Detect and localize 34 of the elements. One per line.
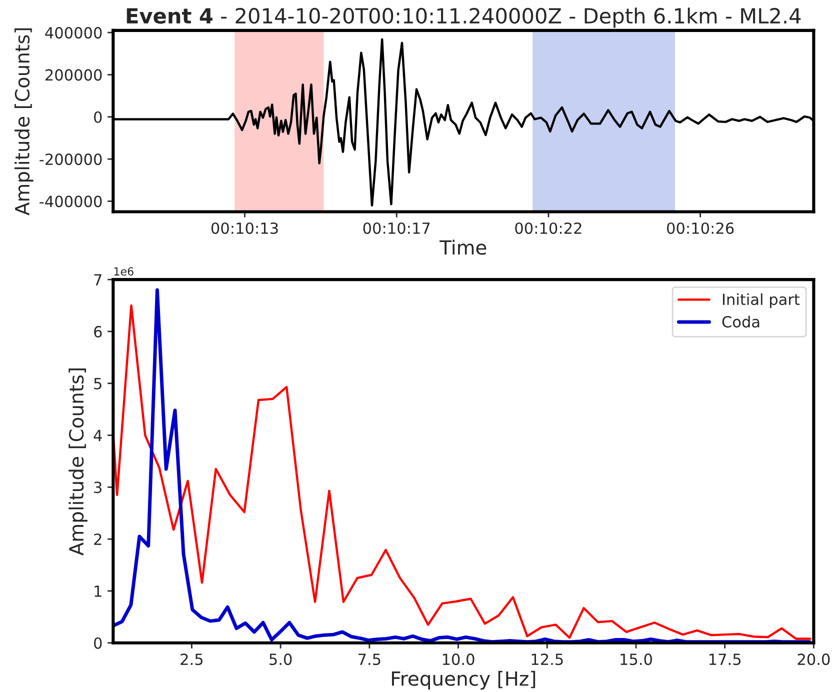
legend-label: Coda — [722, 316, 760, 328]
y-tick-label: 200000 — [46, 69, 102, 81]
x-tick-label: 15.0 — [620, 654, 652, 666]
x-tick-label: 5.0 — [270, 654, 292, 666]
x-tick-label: 7.5 — [358, 654, 380, 666]
text: 1e6 — [114, 267, 134, 276]
y-tick-label: 6 — [94, 326, 102, 338]
x-axis-title: Frequency [Hz] — [392, 670, 536, 690]
chart-title: Event 4 — [126, 8, 213, 24]
y-tick-label: 0 — [94, 637, 102, 649]
y-tick-label: 3 — [94, 482, 102, 494]
y-axis-title: Amplitude [Counts] — [68, 368, 88, 556]
y-tick-label: -400000 — [40, 196, 102, 208]
x-tick-label: 12.5 — [532, 654, 563, 666]
x-tick-label: 10.0 — [442, 654, 474, 666]
x-axis-title: Time — [440, 240, 486, 255]
y-tick-label: 2 — [94, 534, 102, 545]
chart-subtitle: - 2014-10-20T00:10:11.240000Z - Depth 6.1km - ML2.4 — [221, 8, 801, 28]
y-tick-label: -200000 — [40, 154, 102, 166]
x-tick-label: 00:10:13 — [211, 222, 278, 234]
legend-label: Initial part — [722, 293, 800, 308]
x-tick-label: 00:10:22 — [515, 222, 582, 234]
y-tick-label: 5 — [94, 378, 102, 390]
y-axis-title: Amplitude [Counts] — [14, 28, 34, 216]
x-tick-label: 17.5 — [710, 654, 741, 666]
y-tick-label: 4 — [94, 430, 102, 442]
x-tick-label: 00:10:26 — [667, 222, 734, 234]
y-tick-label: 1 — [94, 586, 102, 597]
x-tick-label: 20.0 — [798, 654, 830, 666]
x-tick-label: 00:10:17 — [363, 222, 430, 234]
x-tick-label: 2.5 — [180, 654, 203, 666]
y-tick-label: 400000 — [45, 27, 102, 39]
y-tick-label: 7 — [94, 274, 102, 286]
y-tick-label: 0 — [94, 111, 102, 123]
